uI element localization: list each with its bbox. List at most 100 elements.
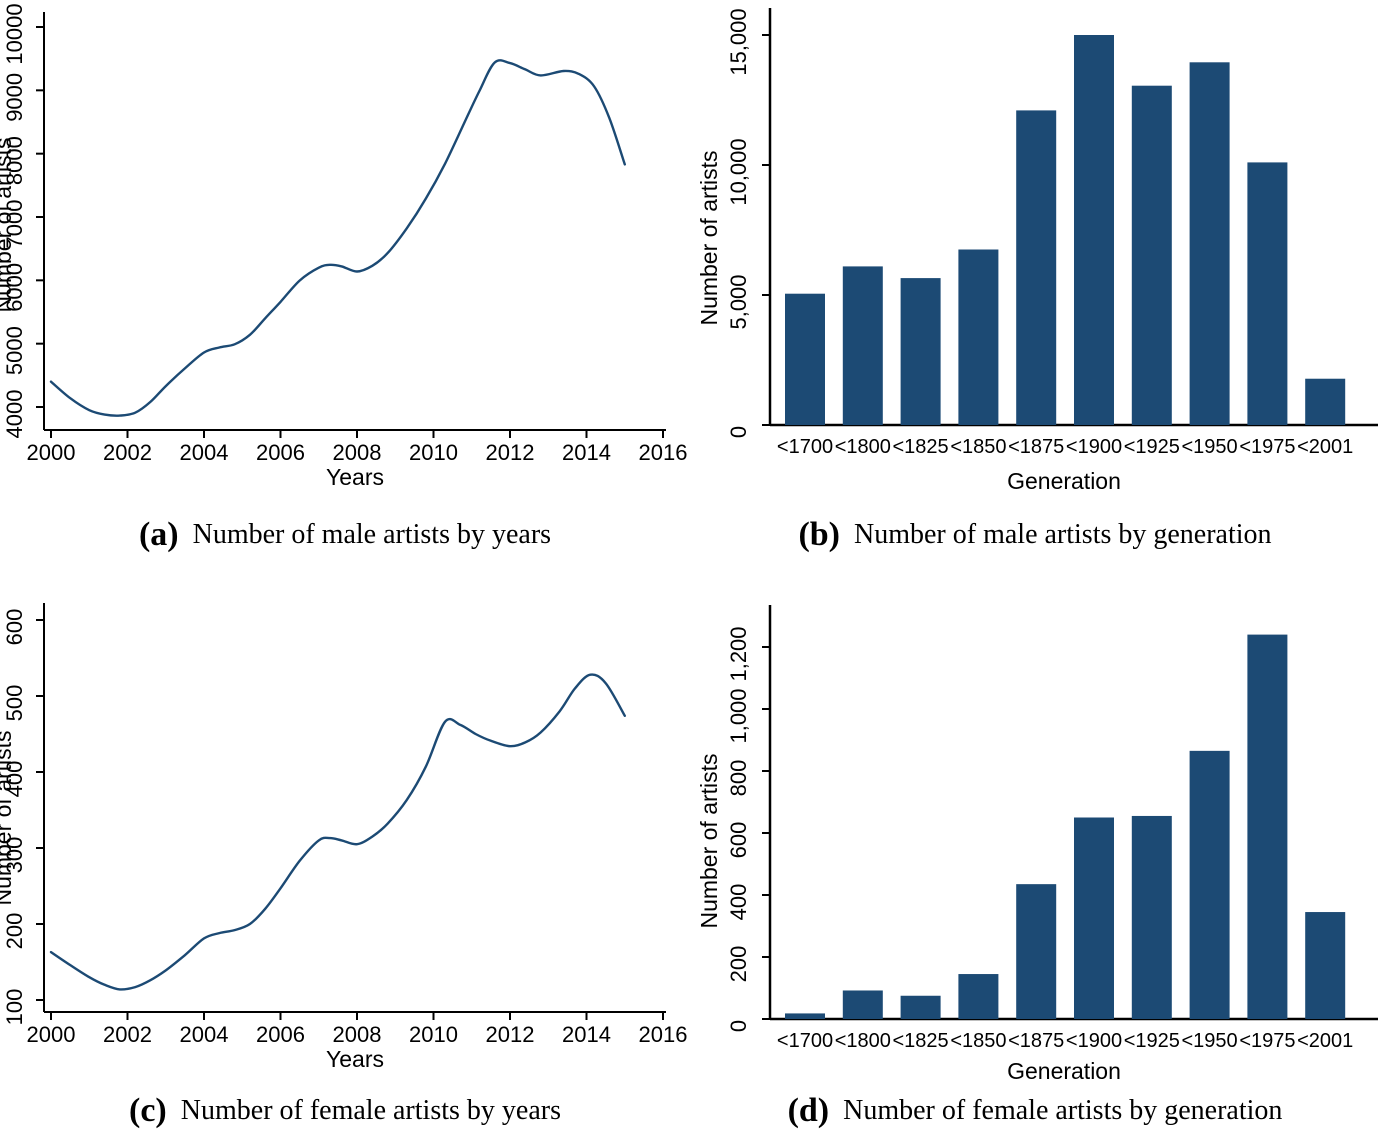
y-tick-label: 5,000 (726, 274, 751, 329)
chart-c-female-by-years: 2000 2002 2004 2006 2008 2010 2012 2014 2016 100 2… (0, 603, 688, 1072)
y-tick-label: 500 (2, 685, 27, 722)
x-tick-label: 2006 (256, 440, 305, 465)
x-tick-label: 2004 (180, 1022, 229, 1047)
caption-c-text: Number of female artists by years (180, 1094, 561, 1126)
category-label: <1975 (1239, 436, 1295, 458)
x-tick-label: 2008 (333, 1022, 382, 1047)
category-label: <1925 (1124, 436, 1180, 458)
bar (1189, 750, 1230, 1019)
caption-b: (b) Number of male artists by generation (690, 495, 1380, 575)
y-tick-label: 400 (2, 761, 27, 798)
y-tick-label: 15,000 (726, 8, 751, 75)
y-tick-label: 0 (726, 1020, 751, 1032)
y-axis-title: Number of artists (0, 730, 16, 905)
y-tick-label: 4000 (2, 390, 27, 439)
data-line (49, 59, 626, 417)
x-tick-label: 2016 (639, 440, 688, 465)
category-label: <1900 (1066, 436, 1122, 458)
x-axis-title: Generation (1007, 468, 1121, 494)
category-label: <1925 (1124, 1030, 1180, 1052)
category-label: <1825 (893, 436, 949, 458)
caption-d-text: Number of female artists by generation (843, 1094, 1283, 1126)
category-label: <1850 (950, 436, 1006, 458)
caption-c-label: (c) (129, 1091, 167, 1129)
bar (1189, 62, 1230, 426)
caption-d-label: (d) (787, 1091, 830, 1129)
x-axis-title: Generation (1007, 1058, 1121, 1080)
category-label: <1800 (835, 1030, 891, 1052)
bar (958, 974, 999, 1019)
category-label: <1700 (777, 436, 833, 458)
caption-a: (a) Number of male artists by years (0, 495, 690, 575)
x-tick-label: 2004 (180, 440, 229, 465)
chart-d-panel: 0 200 400 600 800 1,000 1,200 <1700 <1800 <1825 <1… (690, 575, 1380, 1080)
charts-row-bottom: 2000 2002 2004 2006 2008 2010 2012 2014 2016 100 2… (0, 575, 1381, 1080)
caption-a-label: (a) (138, 516, 179, 553)
category-label: <1800 (835, 436, 891, 458)
y-tick-label: 800 (726, 760, 751, 797)
x-tick-label: 2014 (562, 440, 611, 465)
caption-b-text: Number of male artists by generation (854, 519, 1272, 550)
bar (1016, 110, 1057, 426)
x-axis-title: Years (326, 1046, 384, 1072)
y-tick-label: 10,000 (726, 138, 751, 205)
x-tick-label: 2002 (103, 440, 152, 465)
y-tick-label: 300 (2, 837, 27, 874)
bar (900, 278, 941, 425)
category-label: <1875 (1008, 1030, 1064, 1052)
bar (1074, 35, 1114, 425)
x-tick-label: 2012 (486, 440, 535, 465)
category-label: <1950 (1182, 1030, 1238, 1052)
caption-a-text: Number of male artists by years (192, 519, 552, 550)
chart-a-male-by-years: 2000 2002 2004 2006 2008 2010 2012 2014 2016 4000… (0, 3, 688, 490)
bar (1131, 815, 1172, 1019)
y-axis-title: Number of artists (696, 150, 722, 325)
bar (958, 249, 999, 425)
bar (900, 995, 941, 1019)
y-tick-label: 9000 (2, 73, 27, 122)
x-tick-label: 2010 (409, 1022, 458, 1047)
category-label: <1950 (1182, 436, 1238, 458)
bar (785, 1013, 825, 1019)
y-tick-label: 200 (2, 913, 27, 950)
bar (842, 990, 883, 1019)
chart-c-panel: 2000 2002 2004 2006 2008 2010 2012 2014 2016 100 2… (0, 575, 690, 1080)
data-line (49, 673, 626, 991)
y-tick-label: 8000 (2, 136, 27, 185)
category-label: <1900 (1066, 1030, 1122, 1052)
y-tick-label: 200 (726, 946, 751, 983)
category-label: <1875 (1008, 436, 1064, 458)
bar (785, 293, 825, 425)
chart-a-panel: 2000 2002 2004 2006 2008 2010 2012 2014 2016 4000… (0, 0, 690, 495)
x-tick-label: 2000 (27, 1022, 76, 1047)
y-tick-label: 1,000 (726, 688, 751, 743)
captions-row-top: (a) Number of male artists by years (b) … (0, 495, 1381, 575)
y-tick-label: 1,200 (726, 626, 751, 681)
y-tick-label: 600 (2, 609, 27, 646)
x-tick-label: 2016 (639, 1022, 688, 1047)
bar (1305, 378, 1346, 425)
bar (1247, 162, 1288, 425)
bar (1016, 884, 1057, 1019)
x-tick-label: 2002 (103, 1022, 152, 1047)
x-tick-label: 2010 (409, 440, 458, 465)
x-tick-label: 2014 (562, 1022, 611, 1047)
x-tick-label: 2000 (27, 440, 76, 465)
y-axis-title: Number of artists (696, 753, 722, 928)
y-tick-label: 6000 (2, 263, 27, 312)
category-label: <2001 (1297, 436, 1353, 458)
x-tick-label: 2008 (333, 440, 382, 465)
bar (1305, 912, 1346, 1019)
y-axis-title: Number of artists (0, 137, 16, 312)
y-tick-label: 5000 (2, 326, 27, 375)
x-tick-label: 2012 (486, 1022, 535, 1047)
category-label: <1825 (893, 1030, 949, 1052)
captions-row-bottom: (c) Number of female artists by years (d… (0, 1080, 1381, 1141)
charts-row-top: 2000 2002 2004 2006 2008 2010 2012 2014 2016 4000… (0, 0, 1381, 495)
y-tick-label: 600 (726, 822, 751, 859)
caption-d: (d) Number of female artists by generati… (690, 1080, 1380, 1141)
x-axis-title: Years (326, 464, 384, 490)
